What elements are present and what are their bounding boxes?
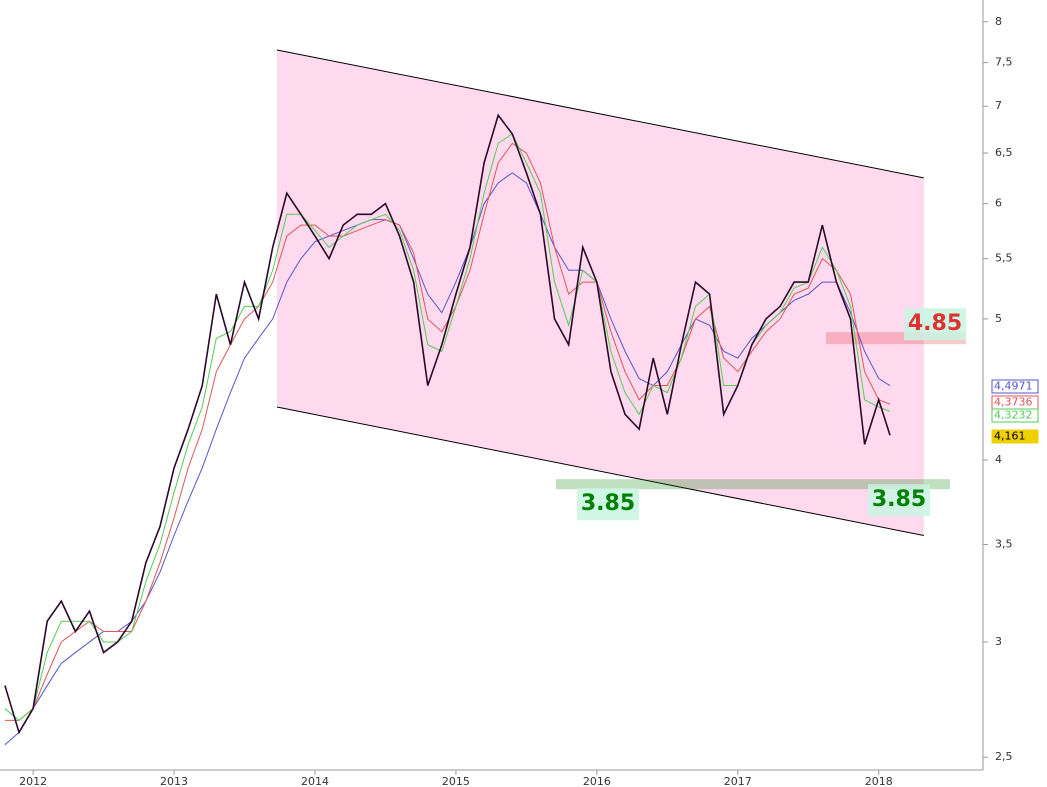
x-tick-label: 2015 [442, 775, 470, 787]
y-tick-label: 2,5 [995, 750, 1013, 763]
y-tick-label: 3,5 [995, 537, 1013, 550]
last-value-bg [991, 379, 1039, 394]
last-value-label: 4,161 [994, 430, 1026, 443]
y-tick-label: 6 [995, 197, 1002, 210]
y-tick-label: 5,5 [995, 252, 1013, 265]
x-tick-label: 2017 [724, 775, 752, 787]
y-tick-label: 4 [995, 453, 1002, 466]
last-value-bg [991, 408, 1039, 423]
series-line [4, 172, 891, 746]
x-tick-label: 2014 [301, 775, 329, 787]
y-tick-label: 6,5 [995, 146, 1013, 159]
level-label: 3.85 [581, 491, 635, 516]
y-tick-label: 3 [995, 635, 1002, 648]
channel-line [276, 49, 924, 179]
level-label: 3.85 [872, 487, 926, 512]
y-tick-label: 7 [995, 99, 1002, 112]
level-band [556, 479, 950, 490]
level-label-bg [904, 308, 966, 341]
level-label-bg [577, 488, 639, 521]
level-label: 4.85 [908, 311, 962, 336]
x-tick-label: 2013 [160, 775, 188, 787]
y-tick-label: 7,5 [995, 56, 1013, 69]
level-label-bg [868, 484, 930, 517]
channel-line [276, 406, 924, 536]
x-tick-label: 2012 [19, 775, 47, 787]
x-tick-label: 2016 [583, 775, 611, 787]
series-line [4, 113, 891, 735]
y-tick-label: 5 [995, 312, 1002, 325]
y-tick-label: 8 [995, 15, 1002, 28]
last-value-label: 4,3232 [994, 409, 1033, 422]
x-tick-label: 2018 [865, 775, 893, 787]
last-value-bg [991, 429, 1039, 444]
last-value-label: 4,4971 [994, 380, 1033, 393]
last-value-label: 4,3736 [994, 396, 1033, 409]
